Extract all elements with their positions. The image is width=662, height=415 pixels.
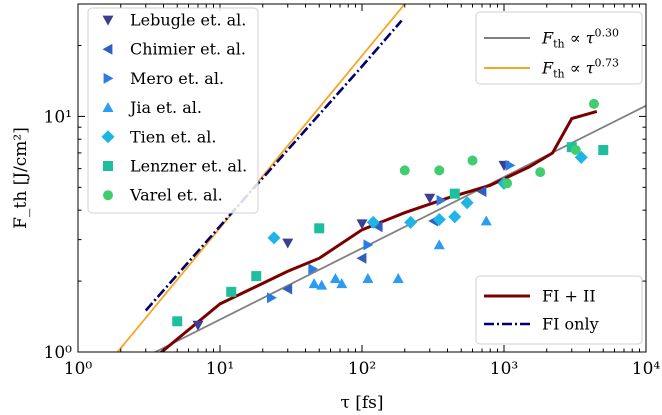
legend-fit-box xyxy=(475,11,643,85)
point-tien-et-al xyxy=(366,215,380,229)
legend-marker-lenzner-et-al xyxy=(103,161,113,171)
series-jia-et-al xyxy=(308,215,492,290)
curve-fi-only xyxy=(144,19,403,312)
series-mero-et-al xyxy=(266,159,516,304)
point-chimier-et-al xyxy=(372,221,383,233)
curve-fi-ii xyxy=(159,109,598,352)
point-chimier-et-al xyxy=(476,186,487,198)
point-lenzner-et-al xyxy=(598,145,609,156)
legend-data-box xyxy=(87,7,259,214)
legend-fit-label-2: Fth ∝ τ0.73 xyxy=(541,57,619,81)
legend-marker-chimier-et-al xyxy=(102,43,113,55)
point-mero-et-al xyxy=(266,292,277,304)
point-jia-et-al xyxy=(308,278,320,289)
point-chimier-et-al xyxy=(282,283,293,295)
legend-model-box xyxy=(475,275,643,345)
point-varel-et-al xyxy=(467,155,478,166)
legend-model-label-fi-only: FI only xyxy=(542,315,599,334)
point-varel-et-al xyxy=(588,98,599,109)
point-jia-et-al xyxy=(362,273,374,283)
legend-marker-varel-et-al xyxy=(103,190,113,201)
y-tick-label: 10¹ xyxy=(44,107,72,127)
x-tick-label: 10⁰ xyxy=(64,359,93,379)
point-varel-et-al xyxy=(399,165,410,176)
legend-label-varel-et-al: Varel et. al. xyxy=(129,186,223,205)
point-lebugle-et-al xyxy=(282,238,294,249)
point-lenzner-et-al xyxy=(226,286,237,297)
series-chimier-et-al xyxy=(282,186,487,295)
point-varel-et-al xyxy=(570,145,581,156)
x-tick-label: 10³ xyxy=(490,359,518,379)
point-tien-et-al xyxy=(267,231,281,245)
legend-label-mero-et-al: Mero et. al. xyxy=(130,69,224,88)
axis-labels: 10⁰ 10¹ 10² 10³ 10⁴ 10⁰ 10¹ τ [fs] F_th [J/cm²] xyxy=(11,107,660,413)
legend-marker-lebugle-et-al xyxy=(102,15,114,26)
point-mero-et-al xyxy=(505,159,516,171)
point-lebugle-et-al xyxy=(192,320,204,331)
point-tien-et-al xyxy=(448,210,462,224)
point-jia-et-al xyxy=(480,215,492,226)
point-jia-et-al xyxy=(433,239,445,250)
point-lenzner-et-al xyxy=(251,271,262,282)
point-tien-et-al xyxy=(460,196,474,210)
point-mero-et-al xyxy=(308,263,319,275)
point-lebugle-et-al xyxy=(424,193,436,204)
y-axis-label: F_th [J/cm²] xyxy=(11,127,31,229)
legend-marker-mero-et-al xyxy=(103,72,114,84)
point-jia-et-al xyxy=(392,273,404,283)
legend-marker-tien-et-al xyxy=(101,130,115,144)
point-jia-et-al xyxy=(329,273,341,283)
point-lenzner-et-al xyxy=(314,223,325,234)
legend-label-lebugle-et-al: Lebugle et. al. xyxy=(130,11,246,30)
x-tick-label: 10¹ xyxy=(206,359,234,379)
x-tick-label: 10⁴ xyxy=(632,359,661,379)
point-tien-et-al xyxy=(404,215,418,229)
point-tien-et-al xyxy=(432,213,446,227)
point-varel-et-al xyxy=(535,167,546,178)
x-tick-label: 10² xyxy=(348,359,376,379)
legend-label-jia-et-al: Jia et. al. xyxy=(128,98,202,117)
point-mero-et-al xyxy=(363,239,374,251)
point-lenzner-et-al xyxy=(172,316,183,327)
y-tick-label: 10⁰ xyxy=(44,343,73,363)
series-varel-et-al xyxy=(399,98,599,189)
point-lebugle-et-al xyxy=(356,219,368,230)
legend-label-lenzner-et-al: Lenzner et. al. xyxy=(130,157,247,176)
point-mero-et-al xyxy=(436,194,447,206)
plot-area xyxy=(116,4,646,352)
legend-marker-jia-et-al xyxy=(102,102,114,112)
fit-line-1 xyxy=(154,104,646,352)
point-lenzner-et-al xyxy=(449,188,460,199)
legends: Lebugle et. al. Chimier et. al. Mero et. a… xyxy=(87,7,643,345)
legend-label-chimier-et-al: Chimier et. al. xyxy=(130,40,246,59)
legend-label-tien-et-al: Tien et. al. xyxy=(130,127,216,146)
legend-model-label-fi-ii: FI + II xyxy=(542,287,596,306)
point-jia-et-al xyxy=(336,278,348,289)
x-axis-label: τ [fs] xyxy=(340,393,383,413)
point-varel-et-al xyxy=(502,178,513,189)
point-chimier-et-al xyxy=(356,252,367,264)
point-jia-et-al xyxy=(316,279,328,290)
point-varel-et-al xyxy=(434,165,445,176)
